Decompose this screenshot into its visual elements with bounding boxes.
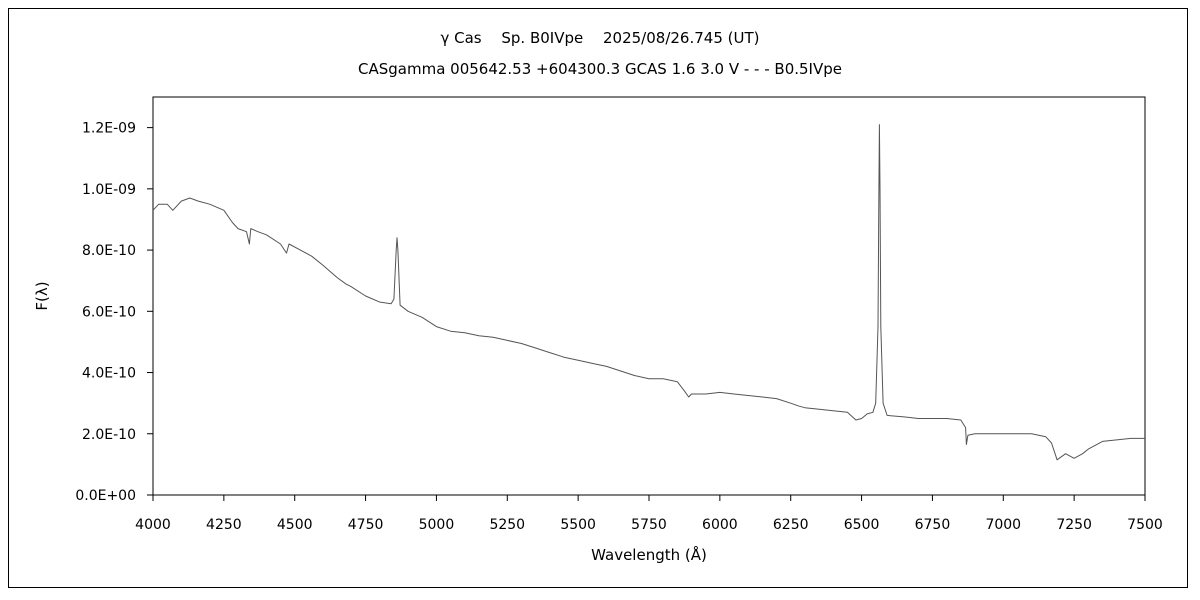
x-tick-label: 5250 — [489, 517, 525, 533]
spectrum-line — [152, 124, 1145, 461]
plot-area — [152, 96, 1146, 496]
x-tick-label: 7250 — [1056, 517, 1092, 533]
x-tick-label: 4000 — [135, 517, 171, 533]
x-tick-label: 6500 — [844, 517, 880, 533]
x-axis: 4000 4250 4500 4750 5000 5250 5500 5750 6000 6250… — [135, 495, 1163, 533]
spectrum-chart: γ Cas Sp. B0IVpe 2025/08/26.745 (UT) CAS… — [33, 29, 1163, 564]
y-tick-label: 2.0E-10 — [82, 427, 136, 443]
x-axis-label: Wavelength (Å) — [591, 545, 707, 564]
y-axis-label: F(λ) — [33, 281, 51, 310]
y-tick-label: 6.0E-10 — [82, 304, 136, 320]
x-tick-label: 7500 — [1127, 517, 1163, 533]
series-layer — [152, 124, 1145, 461]
x-tick-label: 6250 — [773, 517, 809, 533]
x-tick-label: 5000 — [419, 517, 455, 533]
x-tick-label: 7000 — [985, 517, 1021, 533]
x-tick-label: 6000 — [702, 517, 738, 533]
chart-title: γ Cas Sp. B0IVpe 2025/08/26.745 (UT) — [441, 29, 760, 47]
y-tick-label: 1.0E-09 — [82, 182, 136, 198]
x-tick-label: 4750 — [348, 517, 384, 533]
chart-frame: γ Cas Sp. B0IVpe 2025/08/26.745 (UT) CAS… — [8, 8, 1188, 588]
y-tick-label: 8.0E-10 — [82, 243, 136, 259]
x-tick-label: 6750 — [915, 517, 951, 533]
x-tick-label: 5500 — [560, 517, 596, 533]
y-axis: 0.0E+00 2.0E-10 4.0E-10 6.0E-10 8.0E-10 1.0E-… — [75, 121, 153, 504]
chart-subtitle: CASgamma 005642.53 +604300.3 GCAS 1.6 3.… — [358, 60, 842, 78]
y-tick-label: 4.0E-10 — [82, 366, 136, 382]
y-tick-label: 1.2E-09 — [82, 121, 136, 137]
x-tick-label: 5750 — [631, 517, 667, 533]
x-tick-label: 4250 — [206, 517, 242, 533]
x-tick-label: 4500 — [277, 517, 313, 533]
y-tick-label: 0.0E+00 — [75, 488, 136, 504]
